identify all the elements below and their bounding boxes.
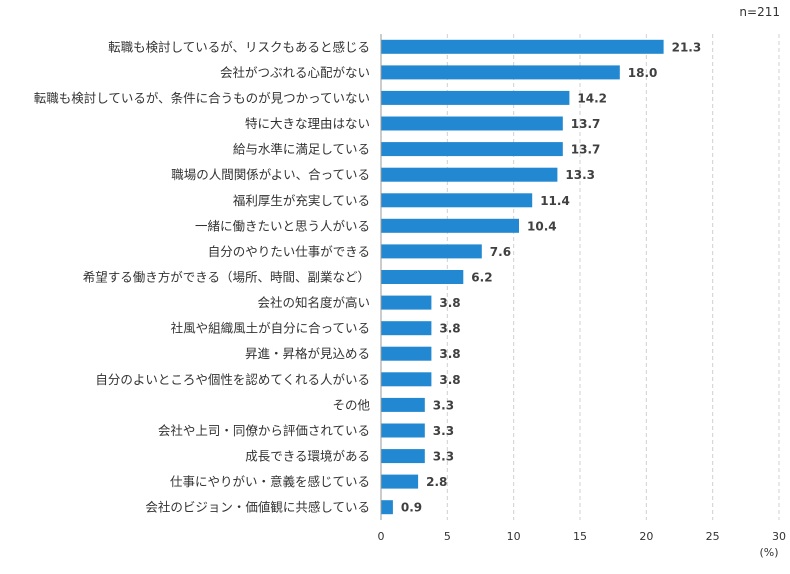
bar — [381, 372, 432, 387]
category-label: 会社の知名度が高い — [257, 295, 370, 310]
bar — [381, 218, 519, 233]
x-tick-label: 10 — [507, 530, 521, 543]
value-label: 13.7 — [571, 143, 601, 157]
category-label: 会社や上司・同僚から評価されている — [158, 423, 370, 438]
x-tick-label: 25 — [706, 530, 720, 543]
bar — [381, 397, 425, 412]
bar — [381, 474, 419, 489]
category-label: 自分のやりたい仕事ができる — [208, 244, 370, 259]
bar — [381, 449, 425, 464]
value-label: 6.2 — [471, 271, 492, 285]
sample-size-note: n=211 — [739, 5, 780, 19]
value-label: 3.8 — [439, 347, 460, 361]
value-label: 10.4 — [527, 219, 557, 233]
value-label: 3.3 — [433, 450, 454, 464]
value-label: 3.3 — [433, 424, 454, 438]
category-label: 希望する働き方ができる（場所、時間、副業など） — [83, 270, 370, 285]
category-label: 会社がつぶれる心配がない — [220, 65, 370, 80]
bar — [381, 346, 432, 361]
category-labels: 転職も検討しているが、リスクもあると感じる会社がつぶれる心配がない転職も検討して… — [34, 39, 371, 514]
x-axis-tick-labels: 0 5 10 15 20 25 30 — [378, 530, 787, 543]
x-axis-unit-label: (%) — [759, 546, 778, 559]
bar — [381, 39, 664, 54]
value-label: 14.2 — [577, 91, 607, 105]
category-label: 給与水準に満足している — [233, 142, 370, 157]
value-label: 3.3 — [433, 398, 454, 412]
category-label: 転職も検討しているが、条件に合うものが見つかっていない — [34, 90, 370, 105]
grid-lines — [446, 34, 780, 520]
category-label: 自分のよいところや個性を認めてくれる人がいる — [95, 372, 370, 387]
value-label: 3.8 — [439, 322, 460, 336]
category-label: 会社のビジョン・価値観に共感している — [145, 500, 370, 515]
value-label: 18.0 — [628, 66, 658, 80]
bars — [381, 39, 664, 515]
category-label: 成長できる環境がある — [245, 449, 370, 464]
value-label: 7.6 — [490, 245, 511, 259]
x-tick-label: 5 — [444, 530, 451, 543]
value-label: 2.8 — [426, 475, 447, 489]
value-labels: 21.3 18.0 14.2 13.7 13.7 13.3 11.4 10.4 7.6 6.2 3.… — [401, 40, 701, 514]
category-label: 社風や組織風土が自分に合っている — [171, 321, 370, 336]
value-label: 0.9 — [401, 501, 422, 515]
category-label: 一緒に働きたいと思う人がいる — [195, 218, 370, 233]
value-label: 11.4 — [540, 194, 570, 208]
bar — [381, 321, 432, 336]
bar — [381, 116, 563, 131]
category-label: その他 — [332, 397, 370, 412]
bar — [381, 167, 558, 182]
category-label: 転職も検討しているが、リスクもあると感じる — [108, 39, 370, 54]
value-label: 13.7 — [571, 117, 601, 131]
category-label: 仕事にやりがい・意義を感じている — [170, 474, 370, 489]
bar — [381, 142, 563, 157]
bar — [381, 423, 425, 438]
x-tick-label: 15 — [573, 530, 587, 543]
bar — [381, 244, 482, 259]
x-tick-label: 0 — [378, 530, 385, 543]
x-tick-label: 20 — [639, 530, 653, 543]
bar — [381, 270, 464, 284]
value-label: 21.3 — [672, 40, 702, 54]
bar — [381, 193, 533, 208]
category-label: 職場の人間関係がよい、合っている — [171, 167, 370, 182]
bar — [381, 65, 620, 80]
value-label: 3.8 — [439, 296, 460, 310]
bar — [381, 500, 393, 515]
x-tick-label: 30 — [772, 530, 786, 543]
category-label: 昇進・昇格が見込める — [245, 346, 370, 361]
value-label: 3.8 — [439, 373, 460, 387]
bar — [381, 295, 432, 310]
category-label: 福利厚生が充実している — [233, 193, 370, 208]
value-label: 13.3 — [565, 168, 595, 182]
category-label: 特に大きな理由はない — [245, 116, 370, 131]
bar — [381, 90, 570, 105]
